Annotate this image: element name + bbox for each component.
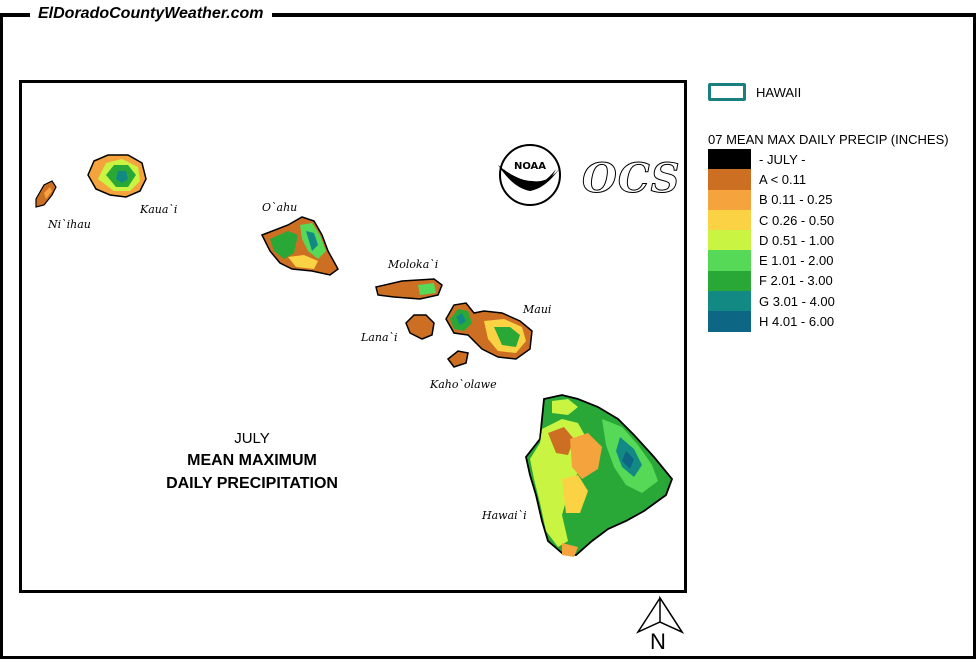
legend-swatch (708, 189, 751, 210)
map-title-month: JULY (234, 430, 270, 447)
ocs-logo: OCS (582, 155, 681, 203)
legend-item: F 2.01 - 3.00 (708, 270, 978, 292)
legend-swatch (708, 169, 751, 190)
legend-item: G 3.01 - 4.00 (708, 291, 978, 312)
noaa-logo-icon: NOAA (498, 144, 562, 206)
map-panel: Ni`ihau Kaua`i O`ahu Moloka`i Lana`i Mau… (19, 80, 687, 593)
island-hawaii (525, 394, 674, 557)
legend: HAWAII 07 MEAN MAX DAILY PRECIP (INCHES)… (708, 80, 978, 332)
legend-state-entry: HAWAII (708, 80, 978, 104)
legend-label: D 0.51 - 1.00 (759, 232, 835, 248)
label-maui: Maui (523, 303, 552, 316)
label-kahoolawe: Kaho`olawe (430, 378, 497, 391)
site-title[interactable]: ElDoradoCountyWeather.com (30, 4, 272, 24)
island-kahoolawe (446, 350, 469, 368)
legend-item: C 0.26 - 0.50 (708, 209, 978, 231)
legend-label: F 2.01 - 3.00 (759, 273, 833, 289)
legend-swatch (708, 230, 751, 251)
noaa-logo-text: NOAA (514, 161, 546, 172)
legend-item: D 0.51 - 1.00 (708, 230, 978, 251)
legend-label: C 0.26 - 0.50 (759, 212, 835, 228)
legend-label: - JULY - (759, 151, 806, 167)
island-molokai (375, 278, 443, 300)
outer-frame (0, 13, 976, 659)
legend-item: A < 0.11 (708, 169, 978, 190)
legend-items: - JULY - A < 0.11 B 0.11 - 0.25 C 0.26 - 0.… (708, 149, 978, 332)
map-title: JULY MEAN MAXIMUM DAILY PRECIPITATION (132, 428, 372, 496)
legend-swatch (708, 209, 751, 231)
island-maui (445, 302, 533, 360)
legend-swatch (708, 250, 751, 271)
label-molokai: Moloka`i (388, 258, 439, 271)
label-hawaii: Hawai`i (482, 509, 527, 522)
legend-item: H 4.01 - 6.00 (708, 311, 978, 332)
label-lanai: Lana`i (361, 331, 398, 344)
legend-swatch (708, 149, 751, 170)
island-niihau (35, 180, 57, 208)
label-kauai: Kaua`i (140, 203, 178, 216)
legend-label: E 1.01 - 2.00 (759, 253, 834, 269)
label-niihau: Ni`ihau (48, 218, 91, 231)
map-title-line3: DAILY PRECIPITATION (166, 475, 338, 492)
map-title-line2: MEAN MAXIMUM (187, 452, 317, 469)
north-label: N (650, 629, 666, 654)
island-lanai (405, 314, 435, 340)
legend-item: B 0.11 - 0.25 (708, 189, 978, 210)
island-oahu (260, 216, 339, 276)
legend-swatch (708, 270, 751, 292)
legend-label: A < 0.11 (759, 171, 807, 187)
legend-swatch (708, 291, 751, 312)
legend-label: H 4.01 - 6.00 (759, 314, 835, 330)
north-arrow-icon (635, 595, 685, 634)
legend-label: G 3.01 - 4.00 (759, 293, 835, 309)
legend-item: - JULY - (708, 149, 978, 170)
island-kauai (87, 154, 147, 198)
label-oahu: O`ahu (262, 201, 298, 214)
legend-title: 07 MEAN MAX DAILY PRECIP (INCHES) (708, 132, 949, 147)
legend-label: B 0.11 - 0.25 (759, 192, 833, 208)
legend-state-label: HAWAII (756, 84, 802, 100)
hawaii-islands-map (35, 154, 674, 557)
legend-item: E 1.01 - 2.00 (708, 250, 978, 271)
legend-swatch (708, 311, 751, 332)
state-outline-swatch (708, 83, 746, 101)
